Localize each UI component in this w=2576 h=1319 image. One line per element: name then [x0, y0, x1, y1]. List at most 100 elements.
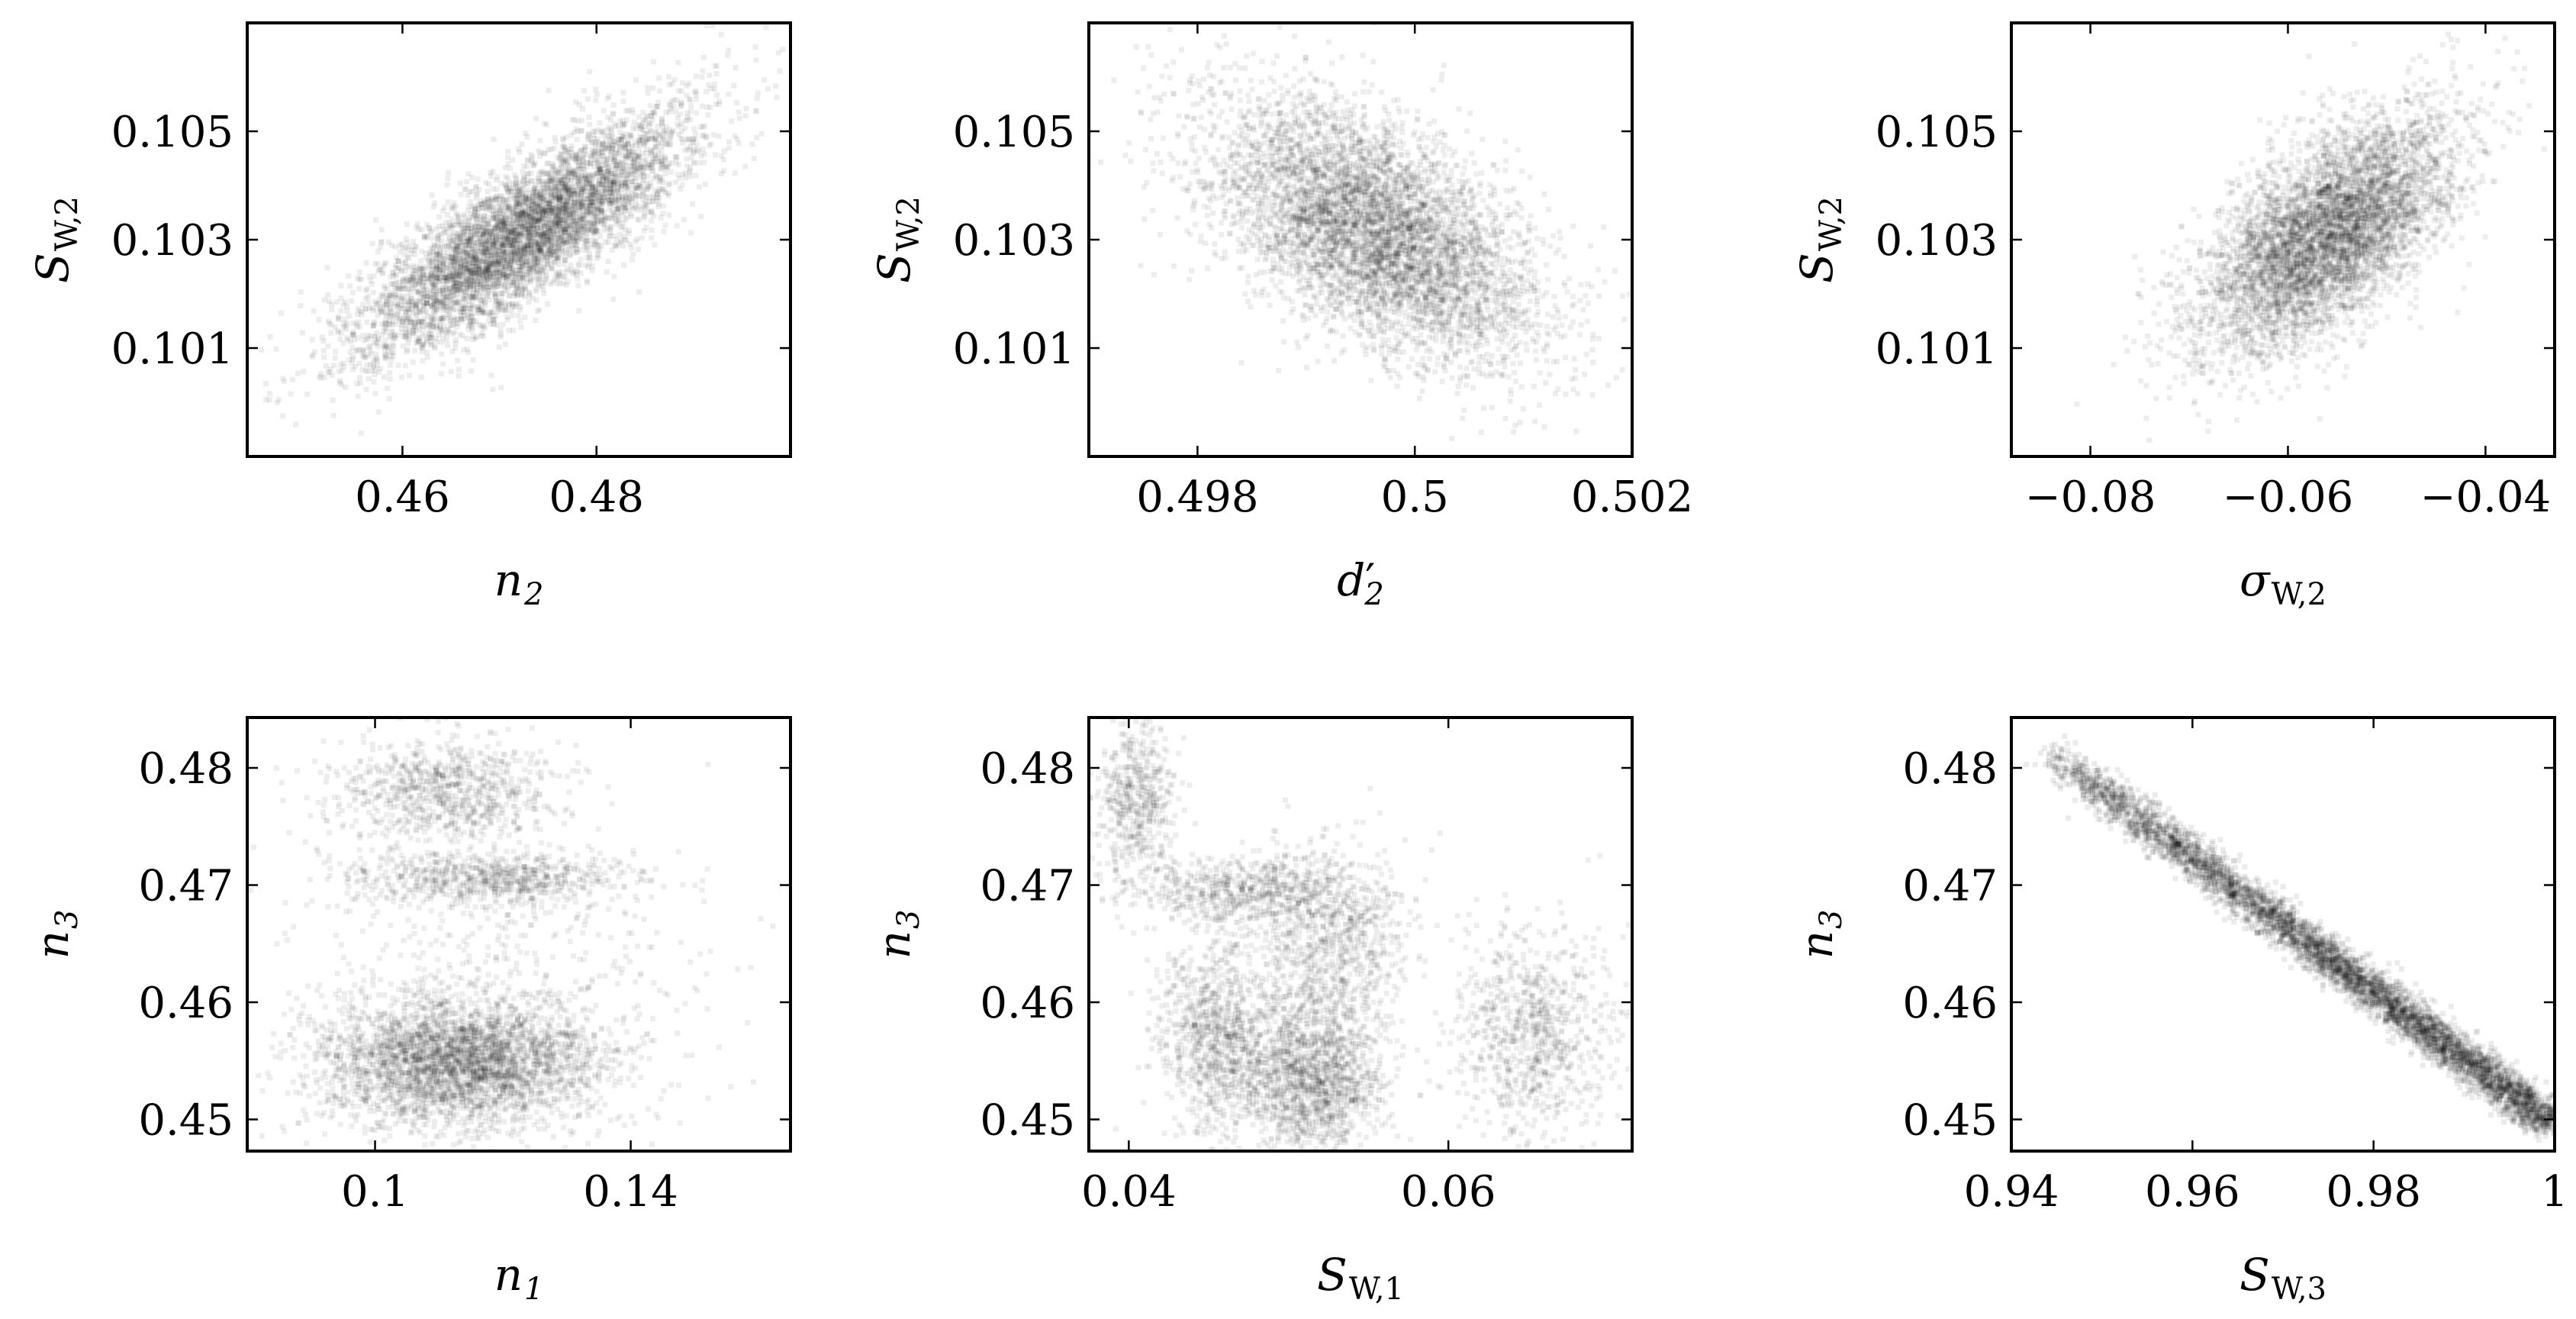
density-point	[498, 227, 504, 234]
density-point	[470, 260, 476, 266]
density-point	[660, 185, 666, 192]
density-point	[440, 318, 446, 324]
density-point	[492, 278, 497, 284]
density-point	[494, 221, 501, 227]
density-point	[609, 146, 615, 151]
density-point	[452, 203, 459, 209]
density-point	[534, 243, 540, 250]
density-point	[587, 199, 593, 205]
density-point	[443, 265, 449, 271]
density-point	[493, 261, 499, 267]
density-point	[504, 235, 510, 241]
density-point	[586, 131, 592, 137]
density-point	[464, 275, 470, 281]
density-point	[520, 274, 526, 280]
density-point	[610, 199, 616, 205]
density-point	[683, 175, 688, 181]
density-point	[444, 315, 450, 321]
density-point	[644, 202, 650, 208]
density-point	[665, 73, 671, 79]
density-point	[535, 218, 540, 224]
density-point	[640, 197, 646, 203]
density-point	[491, 286, 497, 292]
density-point	[522, 182, 527, 187]
density-point	[515, 198, 521, 204]
density-point	[519, 141, 525, 147]
density-point	[388, 329, 394, 335]
density-point	[563, 250, 569, 256]
density-point	[639, 125, 644, 131]
density-point	[356, 375, 362, 381]
density-point	[373, 340, 379, 347]
density-point	[592, 183, 598, 189]
density-point	[464, 265, 470, 271]
density-point	[562, 144, 568, 150]
density-point	[488, 261, 494, 267]
density-point	[537, 245, 543, 251]
density-point	[608, 170, 614, 176]
density-point	[548, 218, 554, 224]
density-point	[485, 247, 491, 252]
density-point	[481, 198, 488, 204]
density-point	[461, 262, 467, 268]
density-point	[437, 260, 443, 266]
density-point	[430, 278, 436, 284]
density-point	[514, 200, 520, 205]
density-point	[614, 212, 620, 218]
density-point	[498, 242, 504, 248]
density-point	[518, 324, 524, 331]
density-point	[420, 300, 426, 306]
density-point	[584, 185, 590, 191]
density-point	[446, 225, 452, 231]
density-point	[501, 246, 507, 251]
density-point	[591, 152, 597, 158]
density-point	[542, 230, 548, 235]
density-point	[503, 165, 508, 171]
density-point	[619, 197, 625, 203]
density-point	[507, 238, 514, 244]
density-point	[523, 195, 530, 201]
density-point	[454, 271, 460, 277]
density-point	[560, 237, 566, 243]
density-point	[428, 267, 434, 273]
density-point	[510, 189, 516, 195]
density-point	[616, 193, 622, 199]
density-point	[487, 259, 492, 265]
density-point	[478, 239, 484, 245]
density-point	[346, 357, 353, 363]
density-point	[556, 203, 562, 209]
density-point	[517, 318, 523, 324]
density-point	[485, 218, 491, 224]
density-point	[643, 224, 649, 231]
density-point	[423, 309, 429, 315]
density-point	[532, 160, 538, 166]
density-point	[555, 221, 561, 227]
density-point	[542, 193, 548, 199]
density-point	[493, 237, 499, 243]
density-point	[485, 268, 491, 274]
density-point	[440, 287, 446, 293]
density-point	[564, 199, 570, 205]
density-point	[655, 189, 661, 195]
density-point	[465, 250, 471, 256]
density-point	[532, 257, 538, 263]
density-point	[487, 297, 492, 303]
density-point	[583, 231, 589, 237]
density-point	[564, 189, 569, 195]
density-point	[653, 104, 659, 110]
density-point	[450, 321, 456, 327]
density-point	[445, 250, 451, 256]
density-point	[558, 151, 563, 157]
density-point	[478, 244, 485, 250]
density-point	[555, 254, 562, 260]
density-point	[414, 275, 420, 281]
density-point	[540, 211, 546, 217]
density-point	[446, 244, 452, 250]
density-point	[411, 310, 417, 316]
density-point	[569, 155, 575, 161]
density-point	[481, 200, 488, 205]
density-point	[553, 216, 559, 222]
density-point	[525, 203, 531, 209]
density-point	[698, 153, 704, 159]
density-point	[469, 292, 475, 298]
